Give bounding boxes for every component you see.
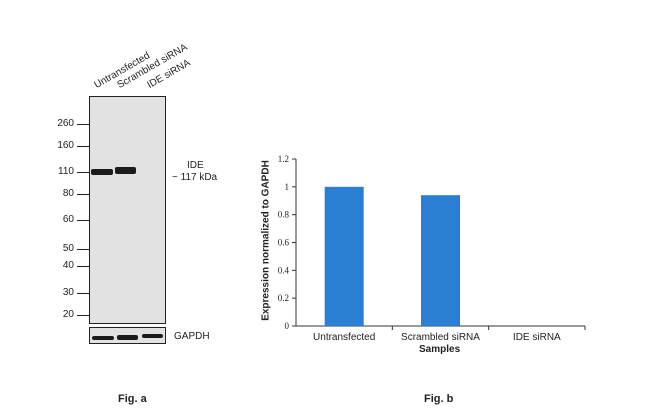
gapdh-membrane [89, 327, 166, 344]
x-tick-label: Scrambled siRNA [401, 332, 480, 343]
mw-tick-160 [77, 146, 89, 147]
figure-a-caption: Fig. a [118, 393, 147, 405]
x-axis-label: Samples [419, 344, 461, 355]
ide-target-label: IDE [187, 160, 204, 171]
mw-tick-260 [77, 124, 89, 125]
y-tick-label: 0.4 [278, 265, 290, 275]
figure-b-caption: Fig. b [424, 393, 454, 405]
mw-tick-20 [77, 315, 89, 316]
y-tick-label: 0.6 [278, 238, 290, 248]
blot-membrane [89, 96, 166, 324]
gapdh-label: GAPDH [174, 331, 210, 342]
ide-band-untransfected [91, 169, 113, 175]
bar-untransfected [324, 186, 364, 326]
mw-marker-60: 60 [62, 214, 74, 225]
mw-marker-160: 160 [57, 140, 74, 151]
gapdh-band-scrambled [117, 335, 138, 340]
y-tick-label: 0.8 [278, 210, 290, 220]
mw-marker-30: 30 [62, 287, 74, 298]
mw-tick-80 [77, 194, 89, 195]
mw-marker-50: 50 [62, 243, 74, 254]
mw-tick-40 [77, 266, 89, 267]
ide-band-scrambled [115, 167, 136, 174]
mw-tick-30 [77, 293, 89, 294]
mw-tick-50 [77, 249, 89, 250]
y-tick-label: 0 [285, 321, 290, 331]
y-tick-label: 1.2 [278, 154, 289, 164]
y-tick-label: 1 [285, 182, 290, 192]
gapdh-band-untransfected [92, 336, 114, 340]
gapdh-band-ide-sirna [142, 334, 163, 338]
bar-scrambled-sirna [421, 195, 460, 326]
mw-marker-260: 260 [57, 118, 74, 129]
y-axis-label: Expression normalized to GAPDH [260, 160, 272, 321]
y-tick-label: 0.2 [278, 293, 289, 303]
mw-marker-40: 40 [62, 260, 74, 271]
ide-size-label: ~ 117 kDa [172, 172, 218, 183]
x-tick-label: Untransfected [313, 332, 375, 343]
mw-tick-110 [77, 172, 89, 173]
mw-marker-80: 80 [62, 188, 74, 199]
mw-tick-60 [77, 220, 89, 221]
mw-marker-20: 20 [62, 309, 74, 320]
mw-marker-110: 110 [58, 166, 74, 177]
x-tick-label: IDE siRNA [513, 332, 561, 343]
